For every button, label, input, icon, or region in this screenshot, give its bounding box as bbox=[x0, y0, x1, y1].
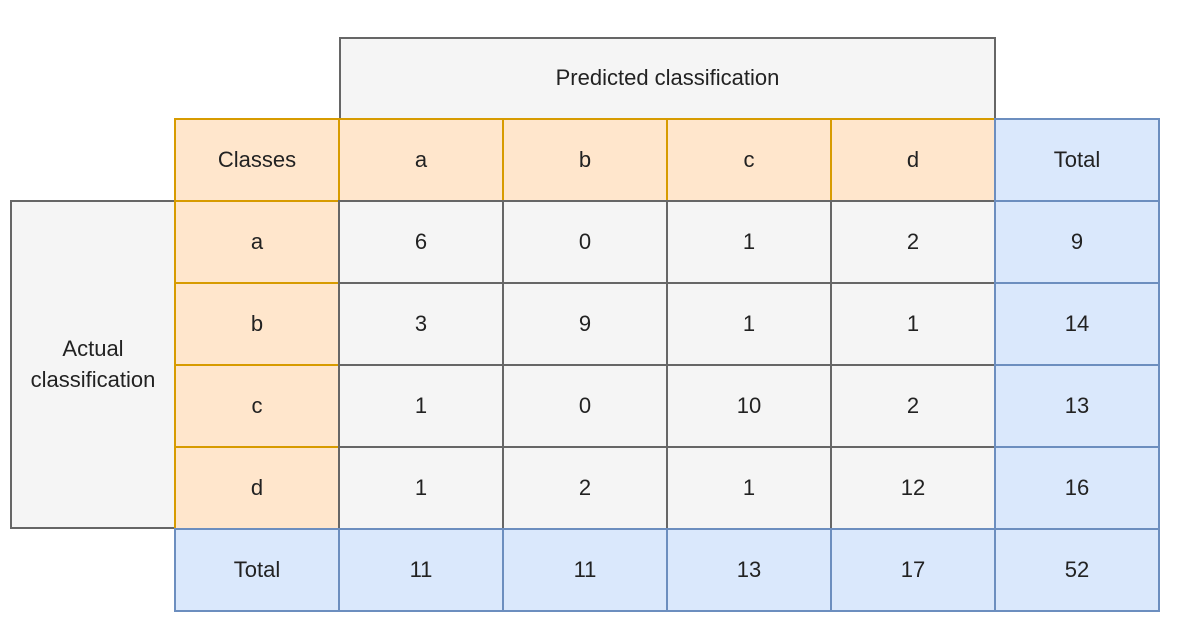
row-total-cell: 9 bbox=[994, 200, 1160, 284]
matrix-cell: 2 bbox=[502, 446, 668, 530]
matrix-cell: 1 bbox=[666, 446, 832, 530]
matrix-cell: 1 bbox=[830, 282, 996, 366]
predicted-class-header: b bbox=[502, 118, 668, 202]
matrix-cell: 0 bbox=[502, 200, 668, 284]
predicted-class-header: d bbox=[830, 118, 996, 202]
matrix-cell: 0 bbox=[502, 364, 668, 448]
matrix-cell: 10 bbox=[666, 364, 832, 448]
matrix-cell: 9 bbox=[502, 282, 668, 366]
total-row-label: Total bbox=[174, 528, 340, 612]
predicted-class-header: a bbox=[338, 118, 504, 202]
matrix-cell: 2 bbox=[830, 364, 996, 448]
column-total-cell: 13 bbox=[666, 528, 832, 612]
column-total-cell: 17 bbox=[830, 528, 996, 612]
matrix-cell: 2 bbox=[830, 200, 996, 284]
matrix-cell: 12 bbox=[830, 446, 996, 530]
matrix-cell: 1 bbox=[338, 364, 504, 448]
row-total-cell: 16 bbox=[994, 446, 1160, 530]
predicted-classification-header: Predicted classification bbox=[339, 37, 996, 120]
grand-total-cell: 52 bbox=[994, 528, 1160, 612]
row-total-cell: 13 bbox=[994, 364, 1160, 448]
column-total-cell: 11 bbox=[502, 528, 668, 612]
matrix-cell: 1 bbox=[666, 282, 832, 366]
actual-classification-header: Actual classification bbox=[10, 200, 176, 529]
matrix-cell: 1 bbox=[666, 200, 832, 284]
actual-class-header: c bbox=[174, 364, 340, 448]
column-total-cell: 11 bbox=[338, 528, 504, 612]
actual-class-header: a bbox=[174, 200, 340, 284]
matrix-cell: 3 bbox=[338, 282, 504, 366]
actual-class-header: b bbox=[174, 282, 340, 366]
matrix-cell: 1 bbox=[338, 446, 504, 530]
total-header: Total bbox=[994, 118, 1160, 202]
classes-corner-header: Classes bbox=[174, 118, 340, 202]
actual-class-header: d bbox=[174, 446, 340, 530]
predicted-class-header: c bbox=[666, 118, 832, 202]
matrix-cell: 6 bbox=[338, 200, 504, 284]
row-total-cell: 14 bbox=[994, 282, 1160, 366]
